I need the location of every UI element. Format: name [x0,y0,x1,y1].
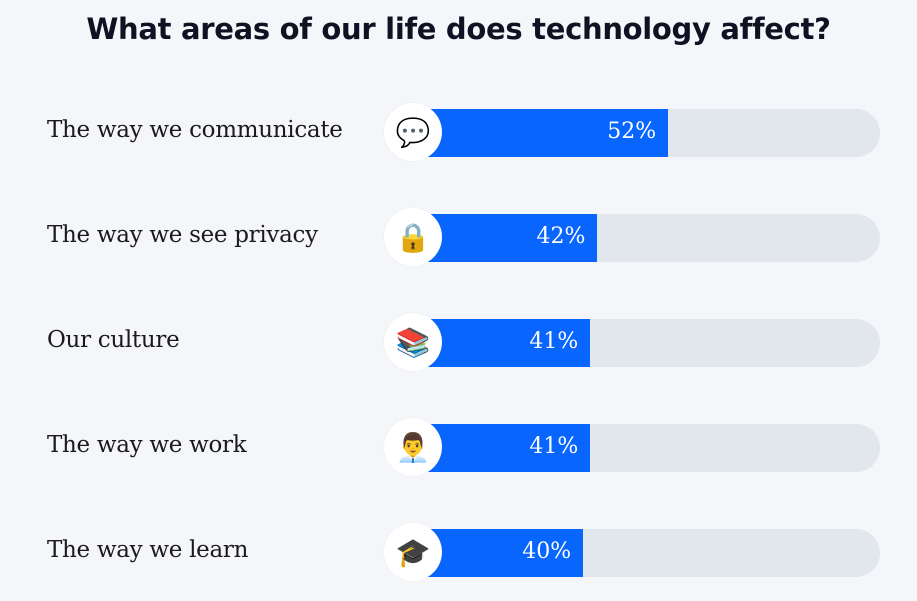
graduation-cap-icon: 🎓 [384,523,442,581]
chart-title: What areas of our life does technology a… [86,12,831,46]
category-label: The way we work [47,432,247,458]
office-worker-icon: 👨‍💼 [384,418,442,476]
books-icon: 📚 [384,313,442,371]
bar-row: Our culture 41% 📚 [0,313,917,373]
lock-icon: 🔒 [384,208,442,266]
category-label: The way we learn [47,537,249,563]
bar [413,109,669,157]
bar-row: The way we communicate 52% 💬 [0,103,917,163]
speech-bubble-icon: 💬 [384,103,442,161]
value-label: 41% [529,434,579,459]
bar [413,319,591,367]
category-label: The way we see privacy [47,222,318,248]
bar-row: The way we work 41% 👨‍💼 [0,418,917,478]
bar-row: The way we see privacy 42% 🔒 [0,208,917,268]
bar [413,424,591,472]
value-label: 42% [536,224,586,249]
bar-row: The way we learn 40% 🎓 [0,523,917,583]
value-label: 41% [529,329,579,354]
value-label: 40% [522,539,572,564]
category-label: The way we communicate [47,117,343,143]
bar [413,214,598,262]
category-label: Our culture [47,327,180,353]
value-label: 52% [607,119,657,144]
